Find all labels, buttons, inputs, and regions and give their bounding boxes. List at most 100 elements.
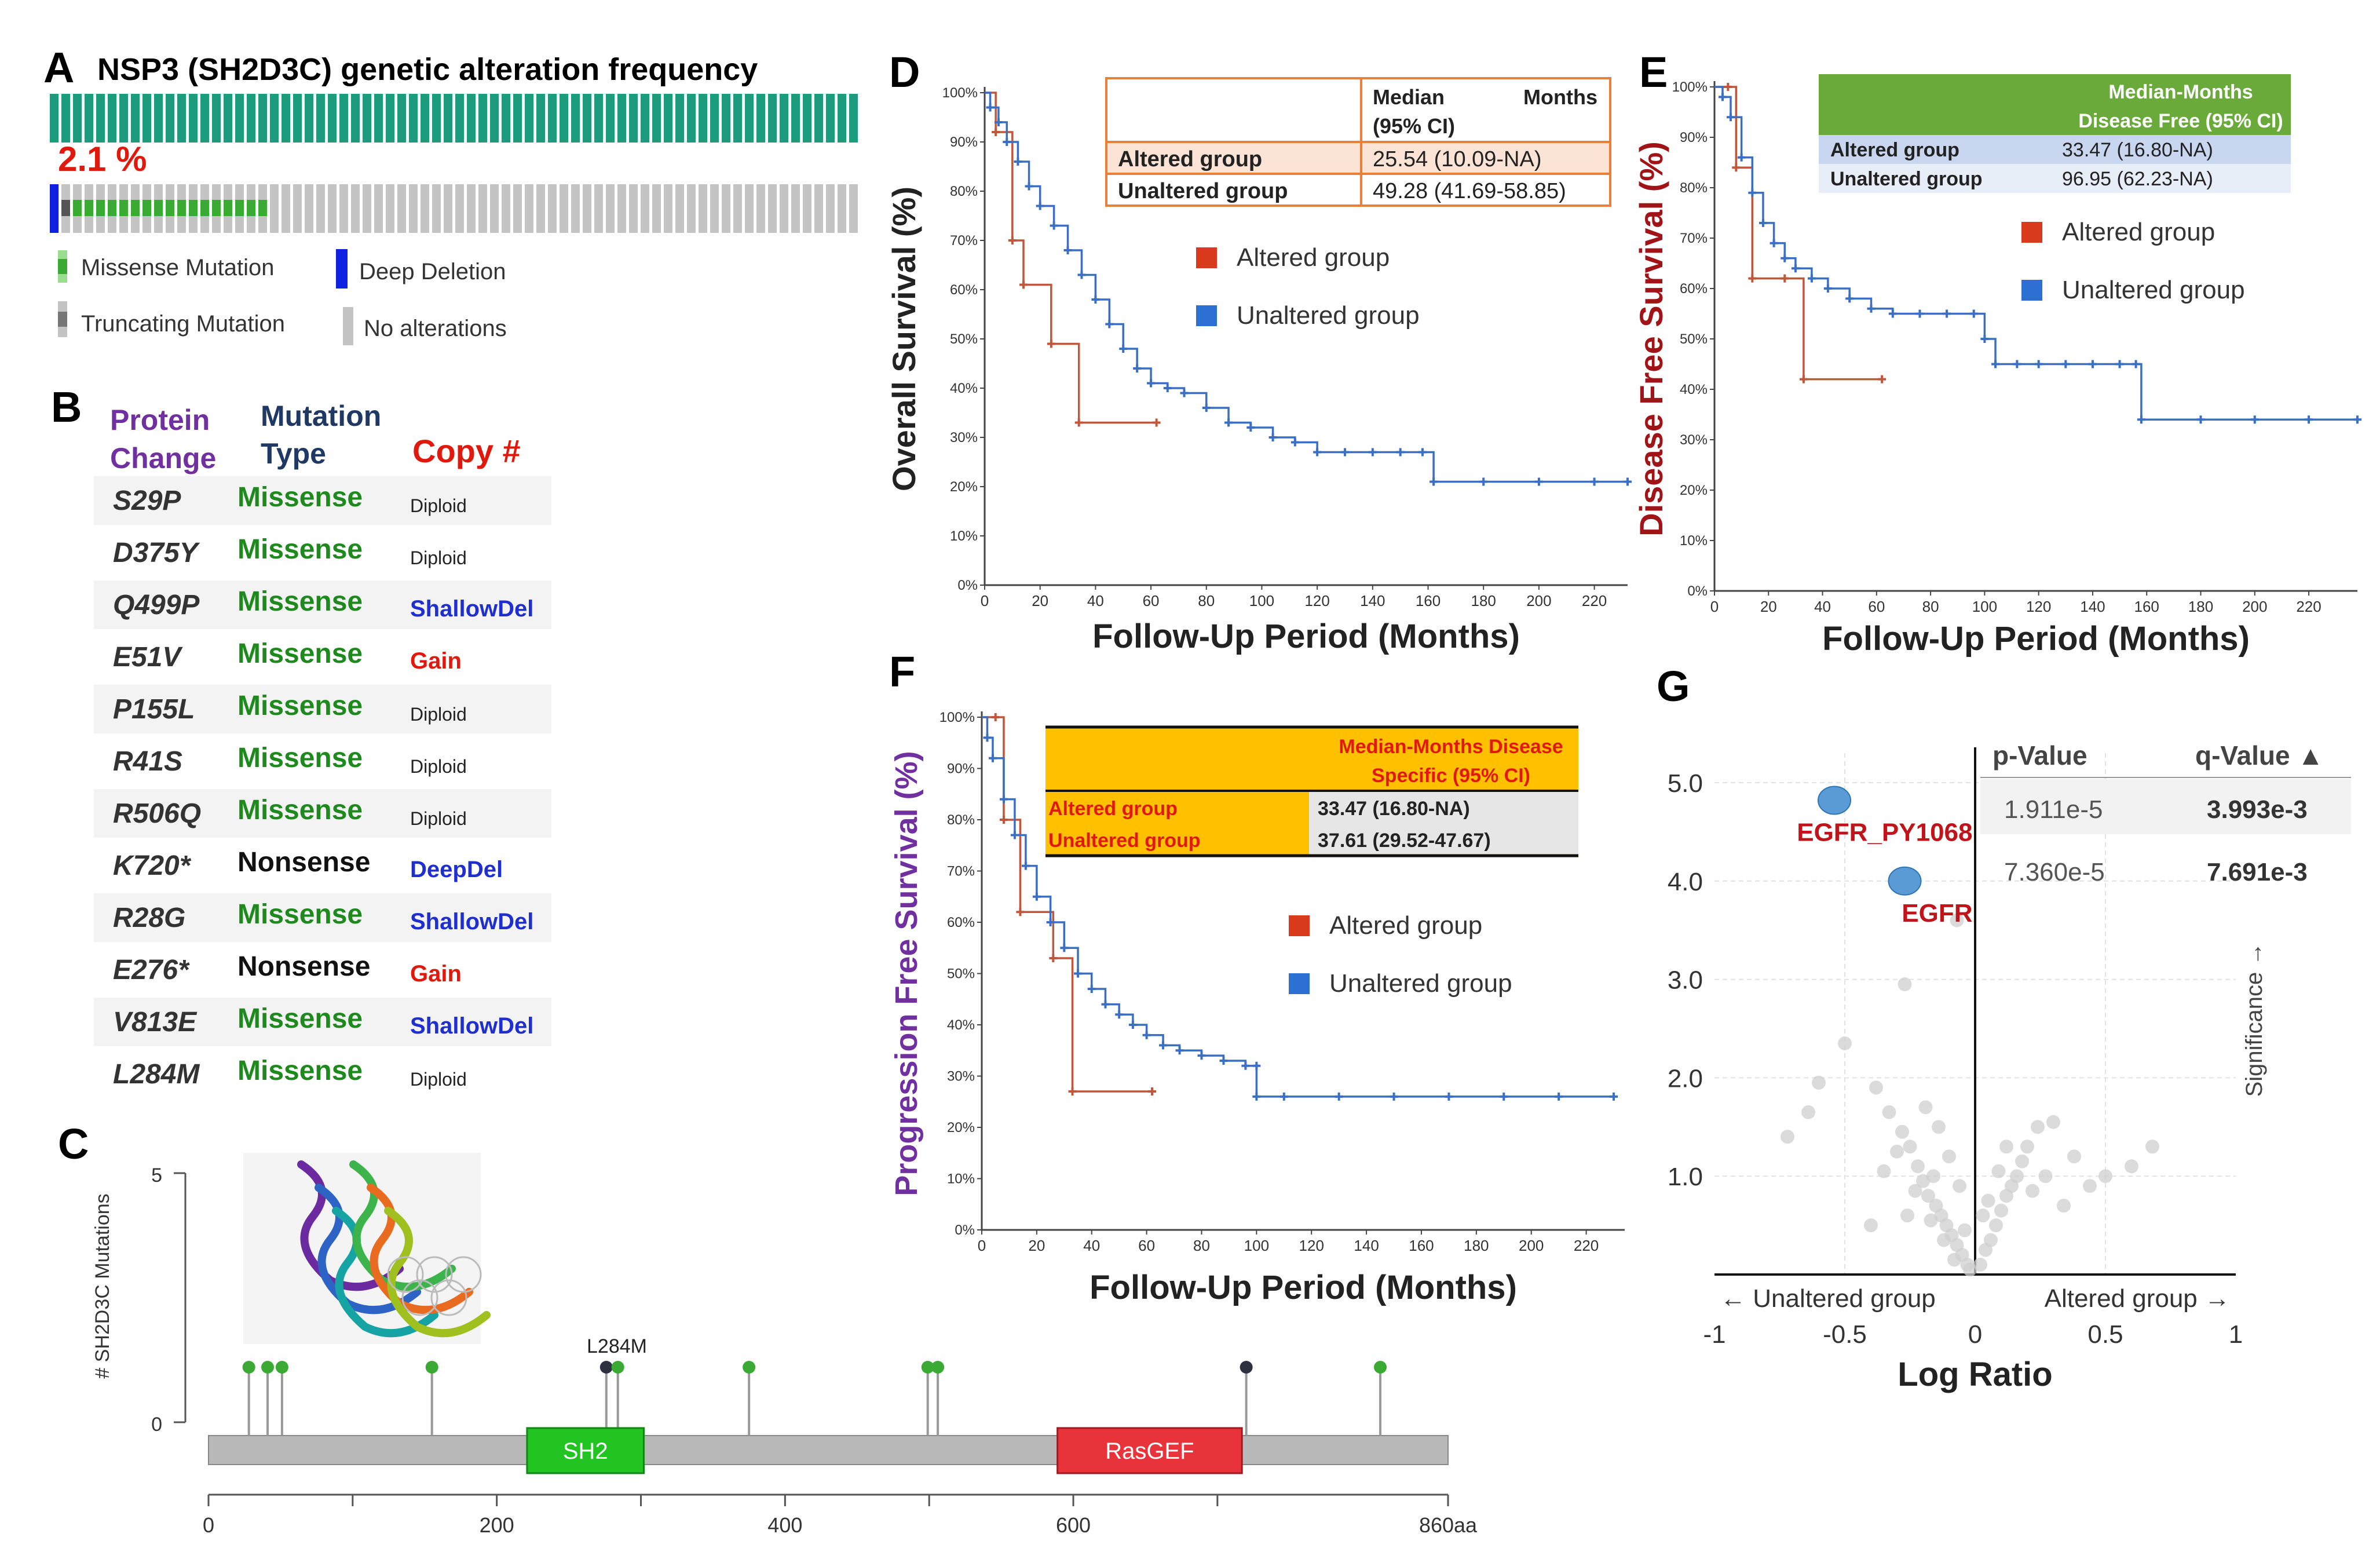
oncoprint-sample-cell [606, 184, 615, 233]
x-tick-label: 20 [1760, 598, 1777, 615]
missense-mark [200, 200, 209, 216]
oncoprint-top-cell [281, 94, 290, 143]
censor-mark [2034, 360, 2043, 368]
censor-mark [1878, 375, 1887, 384]
table-value-cell: 25.54 (10.09-NA) [1373, 147, 1542, 171]
lollipop-head-720 [1240, 1361, 1253, 1374]
copy-number-cell: Diploid [410, 756, 467, 777]
x-axis-label: Follow-Up Period (Months) [1090, 1269, 1517, 1306]
y-tick-label: 20% [950, 479, 978, 495]
significance-label: Significance → [2242, 943, 2267, 1097]
y-tick-label: 40% [1680, 382, 1708, 397]
oncoprint-detail-row [50, 184, 858, 233]
truncating-mark [61, 200, 70, 216]
oncoprint-sample-cell [687, 184, 696, 233]
x-tick-label: 100 [1249, 592, 1274, 609]
lollipop-head-155 [425, 1361, 438, 1374]
censor-mark [1021, 861, 1030, 870]
oncoprint-sample-cell [374, 184, 383, 233]
y-axis-label: Overall Survival (%) [886, 187, 922, 491]
table-header-line-1: Median-Months [2108, 81, 2253, 103]
oncoprint-top-cell [490, 94, 499, 143]
missense-mark [73, 200, 82, 216]
oncoprint-top-cell [177, 94, 186, 143]
x-tick-label: 140 [1354, 1237, 1379, 1254]
oncoprint-top-cell [791, 94, 800, 143]
censor-mark [1010, 831, 1019, 839]
y-tick-label: 1.0 [1668, 1163, 1703, 1191]
oncoprint-top-cell [525, 94, 533, 143]
y-tick-label: 40% [950, 381, 978, 396]
censor-mark [1759, 218, 1767, 227]
x-tick-label: 0.5 [2087, 1320, 2123, 1349]
y-axis-label: Disease Free Survival (%) [1633, 141, 1669, 536]
mutation-type-cell: Missense [237, 482, 363, 513]
oncoprint-sample-cell [467, 184, 476, 233]
protein-backbone [208, 1435, 1449, 1465]
table-header-band [1819, 74, 2291, 135]
legend-no-alteration-swatch [343, 307, 353, 345]
mutation-type-cell: Missense [237, 534, 363, 565]
legend-label-altered: Altered group [2062, 218, 2215, 246]
table-group-cell: Altered group [1830, 139, 1959, 161]
y-tick-label: 80% [947, 812, 975, 828]
censor-mark [1241, 1061, 1250, 1070]
oncoprint-sample-cell [791, 184, 800, 233]
oncoprint-top-cell [212, 94, 221, 143]
censor-mark [1313, 448, 1322, 457]
oncoprint-top-cell [560, 94, 568, 143]
panel-d: D 0% 10% 20% 30% 40% 50% 60% 70% 80% 90% 100% 0 20 40 6… [886, 48, 1632, 655]
pvalue-cell: 1.911e-5 [2004, 795, 2103, 824]
y-tick-label: 0% [957, 578, 978, 593]
oncoprint-sample-cell [351, 184, 360, 233]
table-row-altered [1105, 141, 1611, 175]
table-group-cell: Unaltered group [1118, 179, 1288, 203]
copy-number-cell: ShallowDel [410, 1013, 533, 1039]
volcano-point [2015, 1154, 2029, 1168]
x-tick-label: 400 [767, 1513, 802, 1537]
censor-mark [1268, 433, 1277, 441]
table-group-cell: Altered group [1048, 798, 1178, 820]
volcano-point [2031, 1120, 2045, 1134]
censor-mark [1888, 309, 1897, 318]
oncoprint-top-cell [768, 94, 777, 143]
table-group-cell: Altered group [1118, 147, 1262, 171]
censor-mark [1105, 320, 1114, 328]
panel-label: G [1657, 662, 1690, 710]
legend-label-unaltered: Unaltered group [1329, 969, 1512, 998]
oncoprint-top-cell [166, 94, 174, 143]
oncoprint-sample-cell [641, 184, 649, 233]
x-tick-label: 100 [1244, 1237, 1269, 1254]
protein-change-cell: E276* [113, 955, 190, 985]
table-header-months: Months [1523, 85, 1597, 109]
x-tick-label: 220 [1574, 1237, 1599, 1254]
legend-label-altered: Altered group [1329, 911, 1482, 940]
panel-c-x-ticks: 0 200 400 600 860aa [203, 1495, 1478, 1537]
x-tick-label: 60 [1138, 1237, 1155, 1254]
table-group-cell: Unaltered group [1830, 168, 1983, 190]
censor-mark [1008, 236, 1017, 244]
table-value-cell: 49.28 (41.69-58.85) [1373, 179, 1566, 203]
y-tick-label: 2.0 [1668, 1064, 1703, 1093]
oncoprint-top-cell [664, 94, 672, 143]
lollipop-head-41 [261, 1361, 275, 1374]
oncoprint-sample-cell [560, 184, 568, 233]
volcano-point [2010, 1169, 2024, 1184]
oncoprint-top-cell [455, 94, 464, 143]
y-tick-label: 90% [950, 134, 978, 150]
y-tick-label: 60% [947, 915, 975, 930]
oncoprint-top-cell [224, 94, 232, 143]
volcano-point [1947, 1252, 1961, 1267]
oncoprint-top-cell [571, 94, 580, 143]
legend-swatch-altered [1196, 247, 1217, 268]
censor-mark [1845, 294, 1854, 303]
volcano-point [1801, 1105, 1815, 1119]
panel-c-ymin: 0 [151, 1414, 162, 1436]
oncoprint-sample-cell [756, 184, 765, 233]
volcano-point [1924, 1213, 1938, 1228]
oncoprint-sample-cell [849, 184, 858, 233]
oncoprint-sample-cell [525, 184, 533, 233]
y-tick-label: 50% [947, 966, 975, 982]
oncoprint-top-cell [699, 94, 707, 143]
censor-mark [1142, 1031, 1151, 1039]
